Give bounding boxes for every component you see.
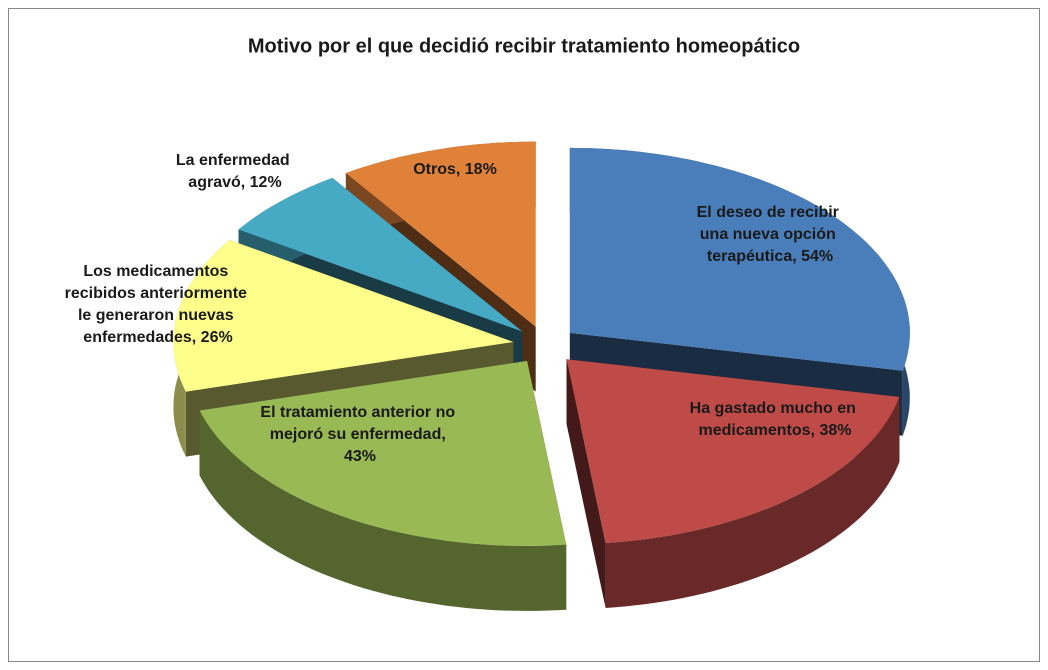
data-label-line: mejoró su enfermedad, (270, 426, 451, 443)
slice-wall (199, 410, 567, 611)
data-label: El deseo de recibir una nueva opción ter… (697, 204, 844, 265)
data-label-line: Otros, 18% (413, 161, 497, 178)
slice-side (566, 359, 606, 608)
data-label-line: Los medicamentos (83, 263, 232, 280)
data-label-line: El tratamiento anterior no (260, 404, 459, 421)
data-label-line: agravó, 12% (188, 174, 281, 191)
data-label-line: Ha gastado mucho en (690, 400, 861, 417)
chart-title: Motivo por el que decidió recibir tratam… (248, 35, 800, 57)
data-label-line: terapéutica, 54% (707, 248, 833, 265)
data-label-line: medicamentos, 38% (699, 422, 852, 439)
data-label: Otros, 18% (413, 161, 497, 178)
data-label-line: recibidos anteriormente (65, 285, 252, 302)
slice (199, 360, 567, 611)
slice-top (173, 240, 514, 392)
slice-top (345, 141, 536, 327)
slice-wall (605, 396, 900, 608)
data-label-line: enfermedades, 26% (83, 329, 232, 346)
slice-top (199, 360, 567, 546)
slice-top (566, 359, 900, 543)
data-label: La enfermedad agravó, 12% (176, 152, 294, 191)
data-label: El tratamiento anterior no mejoró su enf… (260, 404, 459, 465)
slice-top (569, 147, 910, 371)
data-label-line: El deseo de recibir (697, 204, 844, 221)
slice (566, 359, 900, 608)
data-label-line: una nueva opción (700, 226, 840, 243)
data-label: Los medicamentos recibidos anteriormente… (65, 263, 252, 346)
data-label: Ha gastado mucho en medicamentos, 38% (690, 400, 861, 439)
slice-top (238, 178, 523, 332)
data-label-line: La enfermedad (176, 152, 294, 169)
data-label-line: le generaron nuevas (78, 307, 238, 324)
data-label-line: 43% (344, 448, 376, 465)
